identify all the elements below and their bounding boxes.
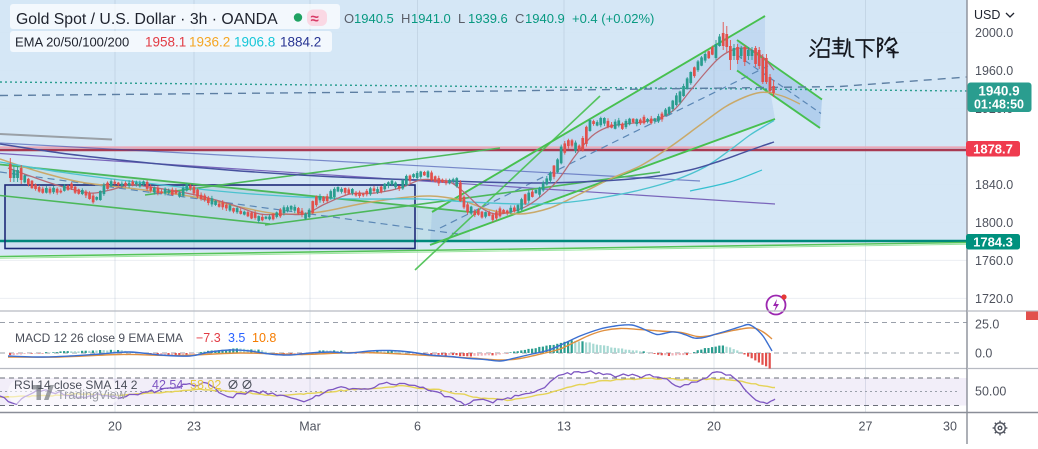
svg-text:1720.0: 1720.0	[975, 292, 1013, 306]
svg-text:L: L	[458, 11, 465, 26]
svg-text:TradingView: TradingView	[57, 388, 127, 402]
svg-text:1906.8: 1906.8	[234, 35, 275, 50]
svg-text:1958.1: 1958.1	[145, 35, 186, 50]
svg-text:1940.5: 1940.5	[354, 11, 394, 26]
svg-text:1940.9: 1940.9	[525, 11, 565, 26]
svg-text:MACD 12 26 close 9 EMA EMA: MACD 12 26 close 9 EMA EMA	[15, 331, 183, 345]
svg-text:6: 6	[414, 420, 421, 434]
svg-text:USD: USD	[974, 8, 1000, 22]
svg-text:EMA 20/50/100/200: EMA 20/50/100/200	[15, 35, 129, 50]
svg-text:0.0: 0.0	[975, 347, 992, 361]
svg-text:10.8: 10.8	[252, 331, 276, 345]
svg-text:1884.2: 1884.2	[280, 35, 321, 50]
svg-text:≈: ≈	[311, 11, 319, 28]
svg-text:+0.4 (+0.02%): +0.4 (+0.02%)	[572, 11, 654, 26]
svg-text:Mar: Mar	[299, 420, 321, 434]
svg-text:30: 30	[943, 420, 957, 434]
svg-text:2000.0: 2000.0	[975, 26, 1013, 40]
svg-text:H: H	[401, 11, 410, 26]
svg-text:1760.0: 1760.0	[975, 254, 1013, 268]
svg-text:RSI 14 close SMA 14 2: RSI 14 close SMA 14 2	[14, 378, 138, 392]
svg-text:1784.3: 1784.3	[973, 235, 1013, 250]
svg-text:O: O	[344, 11, 354, 26]
svg-text:C: C	[515, 11, 524, 26]
svg-text:1800.0: 1800.0	[975, 216, 1013, 230]
svg-text:−7.3: −7.3	[196, 331, 221, 345]
svg-text:01:48:50: 01:48:50	[974, 98, 1024, 112]
svg-text:20: 20	[707, 420, 721, 434]
svg-text:3.5: 3.5	[228, 331, 245, 345]
svg-text:25.0: 25.0	[975, 318, 999, 332]
svg-text:50.00: 50.00	[975, 385, 1006, 399]
svg-text:1936.2: 1936.2	[189, 35, 230, 50]
svg-text:23: 23	[187, 420, 201, 434]
svg-text:27: 27	[859, 420, 873, 434]
svg-text:1960.0: 1960.0	[975, 64, 1013, 78]
svg-text:1840.0: 1840.0	[975, 178, 1013, 192]
svg-text:1940.9: 1940.9	[978, 84, 1019, 99]
svg-text:1939.6: 1939.6	[468, 11, 508, 26]
svg-text:1941.0: 1941.0	[411, 11, 451, 26]
svg-text:58.02: 58.02	[190, 378, 221, 392]
svg-text:1878.7: 1878.7	[973, 142, 1013, 157]
svg-text:20: 20	[108, 420, 122, 434]
svg-text:13: 13	[557, 420, 571, 434]
svg-text:42.54: 42.54	[152, 378, 183, 392]
svg-text:Gold Spot / U.S. Dollar · 3h ·: Gold Spot / U.S. Dollar · 3h · OANDA	[16, 11, 278, 28]
